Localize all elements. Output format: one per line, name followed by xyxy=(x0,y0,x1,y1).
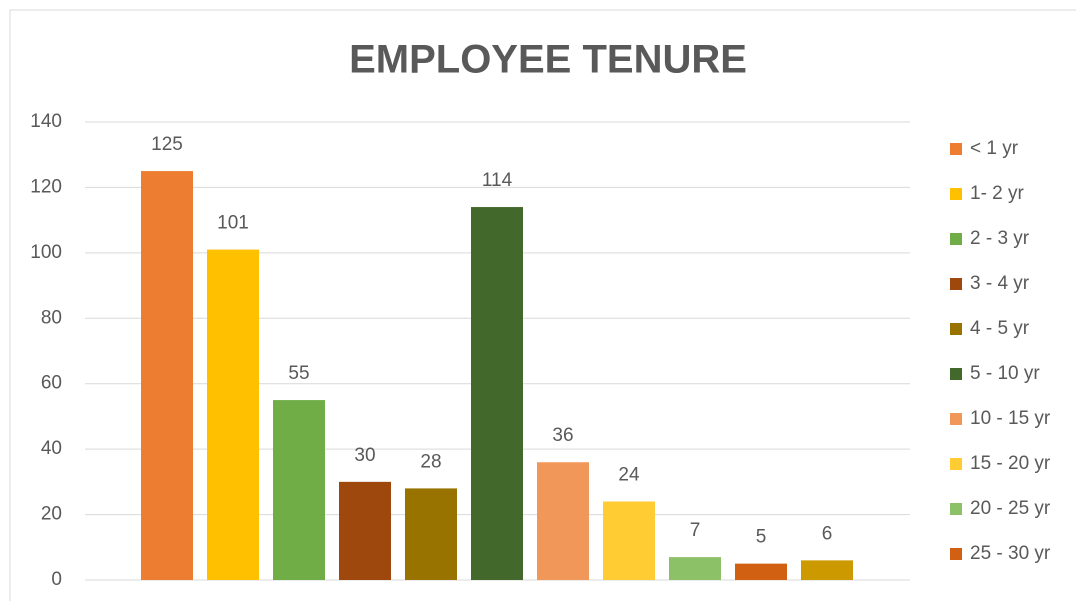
bar xyxy=(537,462,589,580)
data-label: 30 xyxy=(354,445,375,466)
y-tick-label: 0 xyxy=(51,569,62,590)
bar xyxy=(207,249,259,581)
bar xyxy=(339,481,391,580)
legend-label: 25 - 30 yr xyxy=(970,543,1051,564)
legend-label: 5 - 10 yr xyxy=(970,363,1040,384)
legend-swatch xyxy=(950,278,962,290)
bar xyxy=(801,560,853,580)
legend-swatch xyxy=(950,323,962,335)
y-tick-label: 120 xyxy=(30,176,62,197)
bar xyxy=(603,501,655,580)
bar xyxy=(405,488,457,580)
legend-label: 10 - 15 yr xyxy=(970,408,1051,429)
legend-label: 1- 2 yr xyxy=(970,183,1025,204)
legend-swatch xyxy=(950,458,962,470)
legend-swatch xyxy=(950,548,962,560)
y-tick-label: 140 xyxy=(30,111,62,132)
legend-swatch xyxy=(950,233,962,245)
data-label: 5 xyxy=(756,527,767,548)
data-label: 101 xyxy=(217,213,249,234)
bar xyxy=(471,207,523,581)
legend-swatch xyxy=(950,143,962,155)
bar xyxy=(141,171,193,581)
data-label: 7 xyxy=(690,520,701,541)
legend-label: < 1 yr xyxy=(970,138,1019,159)
bar xyxy=(669,557,721,580)
y-tick-label: 60 xyxy=(41,373,62,394)
y-tick-label: 40 xyxy=(41,438,62,459)
legend-swatch xyxy=(950,368,962,380)
data-label: 114 xyxy=(482,170,513,191)
y-tick-label: 100 xyxy=(30,242,62,263)
y-tick-label: 80 xyxy=(41,307,62,328)
data-label: 28 xyxy=(420,451,441,472)
legend-label: 15 - 20 yr xyxy=(970,453,1051,474)
legend-swatch xyxy=(950,188,962,200)
y-tick-label: 20 xyxy=(41,504,62,525)
legend-label: 3 - 4 yr xyxy=(970,273,1030,294)
data-label: 55 xyxy=(288,363,309,384)
data-label: 125 xyxy=(151,134,183,155)
legend-label: 20 - 25 yr xyxy=(970,498,1051,519)
data-label: 36 xyxy=(552,425,573,446)
legend-swatch xyxy=(950,413,962,425)
data-label: 6 xyxy=(822,523,833,544)
legend-label: 4 - 5 yr xyxy=(970,318,1030,339)
bar xyxy=(273,400,325,580)
data-label: 24 xyxy=(618,465,640,486)
chart-title: EMPLOYEE TENURE xyxy=(349,38,747,82)
legend-swatch xyxy=(950,503,962,515)
bar xyxy=(735,563,787,580)
legend-label: 2 - 3 yr xyxy=(970,228,1030,249)
